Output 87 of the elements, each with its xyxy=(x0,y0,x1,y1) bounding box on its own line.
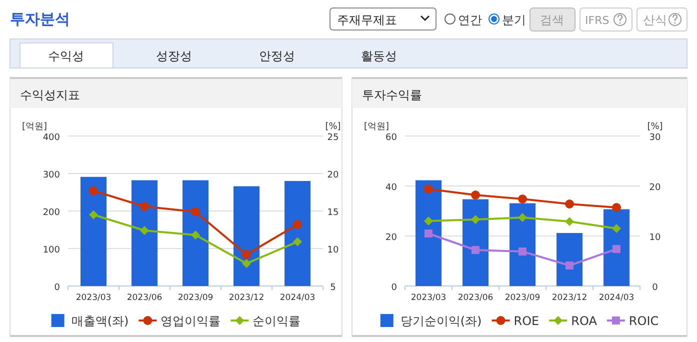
y-tick-label: 0 xyxy=(54,283,60,293)
bar xyxy=(604,209,630,286)
point xyxy=(140,202,149,211)
point xyxy=(565,200,574,208)
point xyxy=(293,237,302,246)
legend-label: ROIC xyxy=(628,314,659,328)
chart-title: 투자수익률 xyxy=(362,88,422,102)
x-tick-label: 2023/12 xyxy=(552,293,588,303)
x-tick-label: 2023/09 xyxy=(504,293,540,303)
bar xyxy=(556,233,582,286)
y2-axis-title: [%] xyxy=(325,122,341,132)
point xyxy=(89,210,98,220)
bar xyxy=(284,181,310,286)
x-tick-label: 2023/12 xyxy=(228,293,264,303)
text: 분기 xyxy=(502,13,526,27)
chart-title: 수익성지표 xyxy=(20,88,80,102)
point xyxy=(191,207,200,216)
y2-tick-label: 10 xyxy=(327,246,339,256)
y-tick-label: 300 xyxy=(42,170,60,180)
y-tick-label: 40 xyxy=(386,183,398,193)
text: 산식 xyxy=(643,13,667,27)
y2-tick-label: 20 xyxy=(327,170,339,180)
text: 수익성 xyxy=(48,49,84,63)
point xyxy=(242,259,251,268)
x-tick-label: 2023/03 xyxy=(76,293,112,303)
y2-tick-label: 10 xyxy=(649,233,661,243)
text: 안정성 xyxy=(259,49,295,63)
point xyxy=(424,230,432,238)
x-tick-label: 2023/06 xyxy=(126,293,162,303)
y2-axis-title: [%] xyxy=(647,122,663,132)
legend-label: 순이익률 xyxy=(252,314,301,328)
y-tick-label: 400 xyxy=(42,133,60,143)
text: 투자분석 xyxy=(10,10,70,28)
point xyxy=(242,250,251,259)
point xyxy=(472,246,480,254)
point xyxy=(424,184,433,194)
x-tick-label: 2024/03 xyxy=(598,293,634,303)
text: 검색 xyxy=(540,13,564,27)
y-tick-label: 200 xyxy=(42,208,60,218)
y-tick-label: 100 xyxy=(42,246,60,256)
point xyxy=(518,194,527,204)
x-tick-label: 2023/03 xyxy=(410,293,446,303)
point xyxy=(565,217,574,226)
text: 활동성 xyxy=(361,49,397,63)
y2-tick-label: 5 xyxy=(330,283,336,293)
bar xyxy=(462,199,488,286)
point xyxy=(566,262,574,270)
bar xyxy=(510,203,536,286)
x-tick-label: 2023/09 xyxy=(178,293,214,303)
y2-tick-label: 30 xyxy=(649,133,661,143)
point xyxy=(191,230,200,240)
bar xyxy=(234,186,260,286)
y-axis-title: [억원] xyxy=(22,122,48,132)
legend-label: 당기순이익(좌) xyxy=(400,314,482,328)
y2-tick-label: 15 xyxy=(327,208,339,218)
point xyxy=(518,213,527,222)
legend-label: ROA xyxy=(571,314,598,328)
bar xyxy=(182,180,208,286)
x-tick-label: 2024/03 xyxy=(280,293,316,303)
text: 주재무제표 xyxy=(337,13,397,27)
y-tick-label: 0 xyxy=(391,283,398,293)
y-tick-label: 20 xyxy=(386,233,398,243)
bar xyxy=(416,180,442,286)
legend-label: 매출액(좌) xyxy=(71,314,129,328)
point xyxy=(612,224,621,233)
text: 연간 xyxy=(458,13,482,27)
legend-label: ROE xyxy=(514,314,540,328)
y2-tick-label: 20 xyxy=(649,183,661,193)
x-tick-label: 2023/06 xyxy=(458,293,494,303)
y-tick-label: 60 xyxy=(386,133,398,143)
point xyxy=(293,220,302,229)
bar xyxy=(80,176,106,286)
y2-tick-label: 25 xyxy=(327,133,339,143)
y-axis-title: [억원] xyxy=(364,122,390,132)
text: IFRS xyxy=(585,14,610,27)
point xyxy=(518,248,526,256)
bar xyxy=(132,180,158,286)
legend-label: 영업이익률 xyxy=(160,314,221,328)
point xyxy=(612,245,620,253)
point xyxy=(471,190,480,200)
text: 성장성 xyxy=(156,49,192,63)
point xyxy=(471,215,480,224)
point xyxy=(89,186,98,196)
point xyxy=(612,203,621,212)
y2-tick-label: 0 xyxy=(652,283,658,293)
point xyxy=(424,216,433,226)
point xyxy=(140,226,149,235)
